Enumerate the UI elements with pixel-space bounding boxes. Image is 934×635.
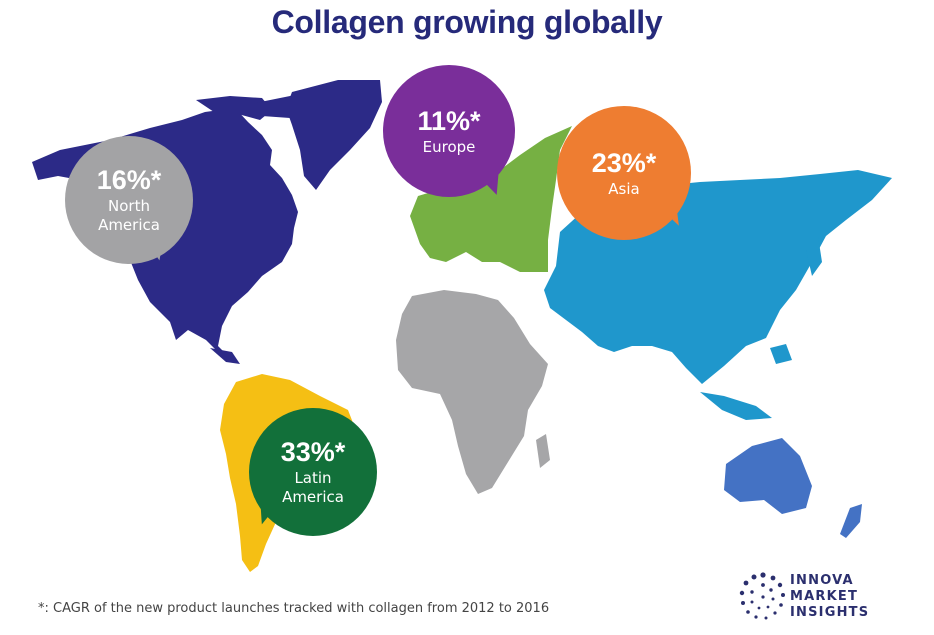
north-america-bubble: 16%* North America — [65, 136, 193, 264]
map-region-oceania — [724, 438, 862, 538]
latin-america-region-label: Latin America — [282, 469, 344, 506]
logo-text-line-1: INNOVA — [790, 573, 854, 588]
europe-cagr-value: 11%* — [417, 105, 481, 136]
europe-bubble: 11%* Europe — [383, 65, 515, 197]
latin-america-cagr-value: 33%* — [280, 437, 346, 467]
logo-dot-ring-icon — [739, 572, 785, 620]
page-title: Collagen growing globally — [271, 4, 663, 40]
footnote: *: CAGR of the new product launches trac… — [38, 601, 550, 616]
innova-market-insights-logo: INNOVA MARKET INSIGHTS — [738, 571, 898, 623]
logo-text-line-2: MARKET — [790, 589, 859, 604]
north-america-region-label: North America — [98, 197, 160, 234]
north-america-cagr-value: 16%* — [96, 165, 162, 195]
asia-cagr-value: 23%* — [591, 147, 657, 178]
asia-region-label: Asia — [608, 179, 640, 198]
logo-text-line-3: INSIGHTS — [790, 605, 870, 620]
europe-region-label: Europe — [422, 137, 476, 156]
latin-america-bubble: 33%* Latin America — [249, 408, 377, 536]
map-region-africa — [396, 290, 550, 494]
asia-bubble: 23%* Asia — [557, 106, 691, 240]
